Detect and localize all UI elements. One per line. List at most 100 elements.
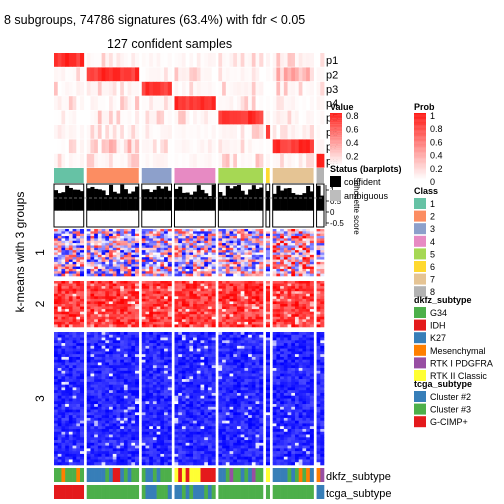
heatmap-cell	[211, 266, 216, 270]
heatmap-cell	[302, 398, 307, 402]
heatmap-cell	[196, 356, 201, 361]
heatmap-cell	[204, 348, 209, 352]
heatmap-cell	[189, 233, 194, 237]
heatmap-cell	[112, 261, 117, 265]
heatmap-cell	[291, 245, 296, 249]
heatmap-cell	[65, 390, 70, 394]
heatmap-cell	[131, 273, 136, 277]
heatmap-cell	[200, 254, 205, 258]
prob-cell	[94, 53, 99, 67]
heatmap-cell	[116, 404, 121, 408]
heatmap-cell	[233, 252, 238, 256]
prob-cell	[112, 125, 117, 139]
heatmap-cell	[236, 288, 241, 292]
silhouette-tick-label: 0	[330, 208, 335, 217]
heatmap-cell	[316, 283, 321, 287]
heatmap-cell	[218, 321, 223, 325]
prob-cell	[306, 67, 311, 82]
silhouette-bar	[149, 192, 154, 211]
heatmap-cell	[320, 398, 325, 402]
prob-cell	[152, 53, 158, 67]
heatmap-cell	[68, 365, 73, 369]
heatmap-cell	[80, 254, 85, 258]
heatmap-cell	[86, 384, 91, 388]
heatmap-cell	[160, 273, 165, 277]
heatmap-cell	[211, 395, 216, 399]
heatmap-cell	[152, 259, 157, 263]
prob-cell	[101, 96, 106, 110]
heatmap-cell	[167, 345, 172, 349]
heatmap-cell	[193, 365, 198, 369]
heatmap-cell	[167, 306, 172, 310]
heatmap-cell	[229, 365, 234, 369]
prob-cell	[127, 139, 132, 154]
prob-cell	[145, 139, 150, 154]
prob-cell	[302, 153, 307, 168]
heatmap-cell	[90, 264, 95, 267]
heatmap-cell	[276, 291, 281, 295]
prob-cell	[149, 96, 154, 110]
heatmap-cell	[112, 387, 117, 391]
heatmap-cell	[76, 392, 81, 397]
heatmap-cell	[105, 321, 110, 325]
prob-cell	[80, 81, 85, 96]
heatmap-cell	[149, 296, 154, 300]
heatmap-cell	[298, 240, 303, 244]
heatmap-cell	[259, 283, 264, 287]
prob-cell	[276, 110, 281, 125]
prob-cell	[101, 125, 106, 139]
heatmap-cell	[120, 392, 125, 397]
heatmap-cell	[54, 398, 59, 402]
heatmap-cell	[236, 319, 241, 323]
heatmap-cell	[76, 301, 81, 305]
heatmap-cell	[152, 401, 157, 405]
heatmap-cell	[280, 345, 285, 349]
heatmap-cell	[276, 368, 281, 372]
heatmap-cell	[248, 293, 253, 297]
heatmap-cell	[181, 240, 186, 244]
heatmap-cell	[320, 238, 325, 242]
heatmap-cell	[211, 351, 216, 355]
heatmap-cell	[200, 301, 205, 305]
heatmap-cell	[123, 332, 128, 336]
heatmap-cell	[259, 286, 264, 289]
heatmap-cell	[61, 298, 66, 302]
prob-cell	[94, 153, 99, 168]
heatmap-cell	[298, 296, 303, 300]
heatmap-cell	[204, 271, 209, 274]
prob-cell	[174, 139, 179, 154]
heatmap-cell	[178, 259, 183, 263]
heatmap-cell	[259, 306, 264, 310]
heatmap-cell	[156, 379, 161, 383]
heatmap-cell	[211, 283, 216, 287]
heatmap-cell	[259, 387, 264, 391]
prob-cell	[135, 67, 140, 82]
heatmap-cell	[116, 395, 121, 399]
heatmap-cell	[112, 324, 117, 328]
heatmap-cell	[225, 401, 230, 405]
heatmap-cell	[248, 268, 253, 272]
heatmap-cell	[57, 324, 62, 328]
heatmap-cell	[57, 379, 62, 383]
heatmap-cell	[320, 345, 325, 349]
heatmap-cell	[283, 392, 288, 397]
heatmap-cell	[94, 231, 99, 234]
heatmap-cell	[86, 316, 91, 320]
heatmap-cell	[259, 257, 264, 260]
heatmap-cell	[135, 314, 140, 318]
heatmap-cell	[174, 254, 179, 258]
heatmap-cell	[283, 398, 288, 402]
heatmap-cell	[164, 266, 169, 270]
heatmap-cell	[225, 296, 230, 300]
heatmap-cell	[149, 245, 154, 249]
heatmap-cell	[61, 384, 66, 388]
prob-cell	[68, 96, 73, 110]
heatmap-cell	[86, 264, 91, 267]
heatmap-cell	[90, 365, 95, 369]
heatmap-cell	[233, 387, 238, 391]
prob-cell	[160, 67, 165, 82]
heatmap-cell	[272, 286, 277, 289]
heatmap-cell	[248, 376, 253, 380]
heatmap-cell	[97, 404, 102, 408]
heatmap-cell	[233, 231, 238, 234]
